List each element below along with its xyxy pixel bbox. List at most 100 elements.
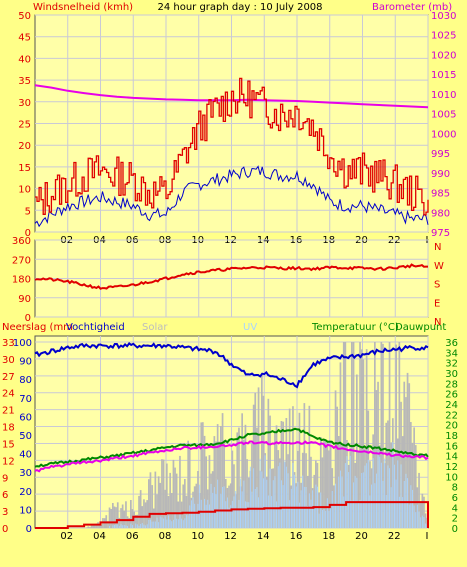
uv-bar	[392, 442, 394, 528]
uv-bar	[246, 501, 248, 528]
uv-bar	[141, 523, 143, 528]
uv-bar	[313, 506, 315, 528]
wind-y-tick-label: 50	[18, 11, 31, 22]
solar-bar	[395, 344, 397, 528]
uv-bar	[204, 498, 205, 528]
uv-bar	[187, 515, 189, 528]
uv-bar	[181, 518, 182, 528]
direction-y-tick-label: 270	[12, 255, 31, 266]
uv-bar	[308, 493, 310, 528]
solar-bar	[390, 442, 392, 528]
barometer-y-tick-label: 1000	[431, 129, 456, 140]
uv-bar	[210, 483, 212, 528]
uv-bar	[169, 519, 171, 528]
solar-bar	[388, 342, 391, 528]
solar-bar	[244, 424, 247, 528]
barometer-y-tick-label: 1025	[431, 31, 456, 42]
uv-bar	[140, 524, 142, 528]
solar-bar	[308, 405, 311, 528]
solar-bar	[144, 502, 147, 528]
uv-bar	[253, 468, 255, 528]
temperature-y-tick-label: 24	[445, 400, 458, 411]
solar-bar	[231, 450, 234, 528]
solar-bar	[113, 506, 116, 528]
x-tick-label: 20	[355, 531, 368, 542]
uv-bar	[379, 456, 381, 528]
humidity-y-tick-label: 60	[19, 412, 32, 423]
solar-bar	[401, 436, 404, 528]
uv-bar	[415, 512, 417, 528]
barometer-y-tick-label: 985	[431, 189, 450, 200]
uv-bar	[256, 487, 258, 528]
solar-bar	[298, 412, 301, 528]
uv-bar	[410, 485, 412, 528]
solar-bar	[100, 524, 103, 528]
uv-bar	[385, 495, 387, 528]
uv-bar	[202, 509, 204, 528]
uv-bar	[394, 464, 395, 528]
wind-y-tick-label: 35	[18, 76, 31, 87]
uv-bar	[248, 502, 250, 528]
solar-bar	[251, 443, 253, 528]
rain-y-tick-label: 21	[2, 406, 15, 417]
uv-bar	[353, 482, 354, 528]
uv-bar	[344, 463, 346, 528]
solar-bar	[92, 525, 94, 528]
solar-bar	[421, 493, 424, 528]
rain-y-tick-label: 24	[2, 389, 15, 400]
solar-bar	[115, 507, 117, 528]
uv-bar	[207, 499, 209, 528]
rain-y-tick-label: 6	[2, 490, 8, 501]
solar-bar	[197, 471, 199, 528]
uv-bar	[390, 487, 392, 528]
solar-bar	[125, 501, 127, 528]
uv-bar	[186, 514, 187, 528]
dewpoint-axis-label: Dauwpunt	[395, 322, 446, 333]
uv-bar	[233, 496, 235, 528]
solar-bar	[202, 422, 204, 528]
uv-bar	[349, 455, 351, 528]
uv-bar	[292, 463, 294, 528]
uv-bar	[143, 524, 145, 528]
wind-direction-line	[34, 263, 428, 290]
solar-bar	[182, 484, 185, 528]
uv-bar	[371, 484, 372, 528]
uv-bar	[387, 465, 389, 528]
uv-bar	[343, 496, 345, 528]
uv-bar	[403, 481, 405, 528]
uv-bar	[359, 499, 361, 528]
uv-bar	[240, 478, 241, 528]
x-tick-label: 02	[60, 531, 73, 542]
uv-bar	[299, 502, 300, 528]
rain-y-tick-label: 9	[2, 473, 8, 484]
solar-bar	[246, 459, 248, 528]
uv-bar	[179, 514, 181, 528]
solar-bar	[167, 496, 170, 528]
temperature-y-tick-label: 12	[445, 462, 458, 473]
solar-bar	[257, 387, 260, 528]
solar-bar	[282, 421, 284, 528]
uv-bar	[223, 486, 225, 528]
uv-bar	[230, 505, 232, 528]
uv-bar	[161, 517, 163, 528]
humidity-y-tick-label: 30	[19, 468, 32, 479]
x-tick-label: 14	[257, 531, 270, 542]
solar-bar	[267, 398, 270, 528]
solar-bar	[233, 464, 235, 528]
solar-bar	[148, 479, 150, 528]
solar-bar	[169, 472, 171, 528]
solar-axis-label: Solar	[142, 322, 168, 333]
solar-bar	[110, 509, 112, 528]
uv-bar	[398, 496, 400, 528]
temperature-y-tick-label: 16	[445, 441, 458, 452]
solar-bar	[406, 372, 409, 528]
solar-bar	[90, 524, 93, 528]
solar-bar	[313, 474, 316, 528]
solar-bar	[208, 455, 211, 528]
direction-y-tick-label: 360	[12, 236, 31, 247]
barometer-y-tick-label: 1030	[431, 11, 456, 22]
solar-bar	[411, 442, 414, 528]
temperature-y-tick-label: 2	[452, 514, 458, 525]
solar-bar	[139, 490, 142, 528]
temperature-y-tick-label: 32	[445, 359, 458, 370]
